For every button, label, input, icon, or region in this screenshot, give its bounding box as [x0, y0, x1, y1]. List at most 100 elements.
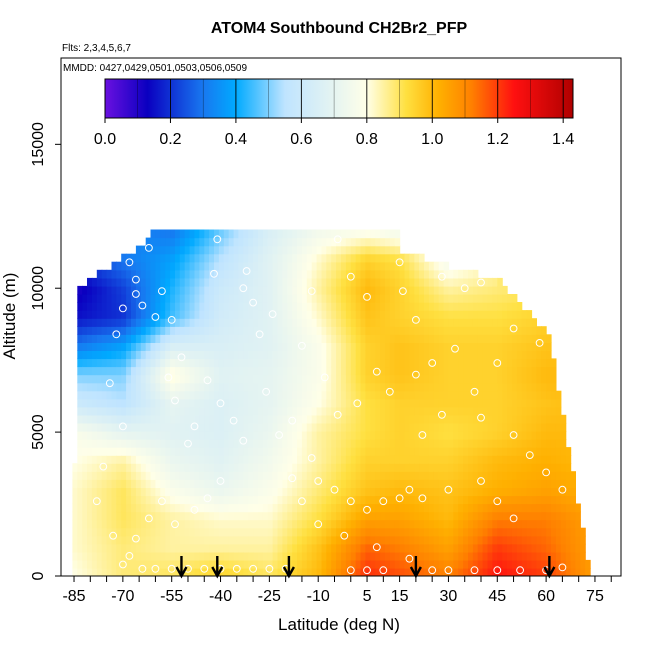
heat-cell: [160, 503, 166, 513]
heat-cell: [101, 431, 108, 440]
heat-cell: [306, 253, 313, 263]
heat-cell: [106, 455, 113, 464]
heat-cell: [389, 559, 396, 569]
heat-cell: [477, 503, 484, 513]
heat-cell: [497, 431, 503, 440]
heat-cell: [443, 318, 450, 327]
heat-cell: [394, 551, 401, 561]
heat-cell: [145, 447, 152, 456]
heat-cell: [131, 447, 137, 456]
heat-cell: [409, 253, 415, 263]
heat-cell: [248, 326, 254, 335]
heat-cell: [560, 535, 567, 545]
heat-cell: [155, 342, 161, 351]
heat-cell: [82, 471, 88, 480]
heat-cell: [468, 382, 474, 392]
heat-cell: [194, 567, 200, 576]
heat-cell: [321, 422, 327, 432]
heat-cell: [497, 382, 503, 392]
heat-cell: [507, 447, 513, 456]
heat-cell: [248, 511, 254, 521]
heat-cell: [116, 294, 122, 303]
heat-cell: [282, 318, 288, 327]
heat-cell: [228, 342, 235, 351]
heat-cell: [140, 511, 147, 521]
sample-point: [171, 520, 179, 529]
heat-cell: [223, 310, 230, 319]
heat-cell: [106, 527, 113, 537]
heat-cell: [531, 318, 537, 327]
heat-cell: [551, 422, 557, 432]
heat-cell: [375, 229, 381, 239]
sample-point: [412, 316, 420, 324]
heat-cell: [106, 559, 113, 569]
heat-cell: [292, 503, 298, 513]
heat-cell: [140, 318, 147, 327]
heat-cell: [101, 366, 108, 376]
heat-cell: [121, 294, 127, 303]
heat-cell: [175, 535, 181, 545]
x-tick-label: -70: [111, 588, 134, 605]
heat-cell: [267, 398, 274, 408]
heat-cell: [389, 422, 396, 432]
heat-cell: [301, 285, 308, 295]
heat-cell: [458, 406, 464, 416]
heat-cell: [179, 463, 186, 472]
heat-cell: [111, 414, 117, 424]
heat-cell: [77, 366, 83, 376]
heat-cell: [311, 406, 318, 416]
heat-cell: [477, 463, 484, 472]
heat-cell: [424, 447, 430, 456]
heat-cell: [570, 511, 576, 521]
heat-cell: [155, 527, 161, 537]
heat-cell: [301, 447, 308, 456]
heat-cell: [228, 261, 235, 271]
heat-cell: [424, 567, 430, 576]
heat-cell: [116, 463, 122, 472]
heat-cell: [238, 535, 244, 545]
heat-cell: [526, 439, 533, 448]
heat-cell: [297, 559, 303, 569]
heat-cell: [321, 559, 327, 569]
heat-cell: [179, 310, 186, 319]
heat-cell: [82, 382, 88, 392]
heat-cell: [282, 277, 288, 287]
x-tick-label: 60: [537, 588, 555, 605]
heat-cell: [321, 551, 327, 561]
heat-cell: [394, 398, 401, 408]
sample-point: [164, 373, 173, 382]
heat-cell: [482, 285, 489, 295]
heat-cell: [555, 543, 562, 553]
heat-cell: [433, 463, 440, 472]
heat-cell: [209, 374, 215, 384]
sample-point: [470, 566, 479, 575]
heat-cell: [453, 269, 459, 279]
heat-cell: [233, 366, 240, 376]
heat-cell: [453, 422, 459, 432]
heat-cell: [531, 519, 537, 529]
heat-cell: [204, 559, 210, 569]
heat-cell: [233, 382, 240, 392]
heat-cell: [194, 559, 200, 569]
heat-cell: [223, 350, 230, 360]
heat-cell: [238, 479, 244, 488]
heat-cell: [341, 511, 347, 521]
heat-cell: [111, 511, 117, 521]
heat-cell: [272, 471, 279, 480]
sample-point: [203, 494, 212, 503]
heat-cell: [370, 455, 376, 464]
sample-point: [438, 410, 446, 419]
heat-cell: [555, 527, 562, 537]
heat-cell: [150, 463, 156, 472]
heat-cell: [155, 253, 161, 263]
heat-cell: [516, 390, 523, 400]
heat-cell: [179, 374, 186, 384]
heat-cell: [419, 253, 425, 263]
heat-cell: [360, 342, 366, 351]
heat-cell: [541, 559, 547, 569]
heat-cell: [306, 471, 313, 480]
heat-cell: [135, 294, 142, 303]
heat-cell: [428, 366, 435, 376]
heat-cell: [282, 390, 288, 400]
heat-cell: [175, 253, 181, 263]
